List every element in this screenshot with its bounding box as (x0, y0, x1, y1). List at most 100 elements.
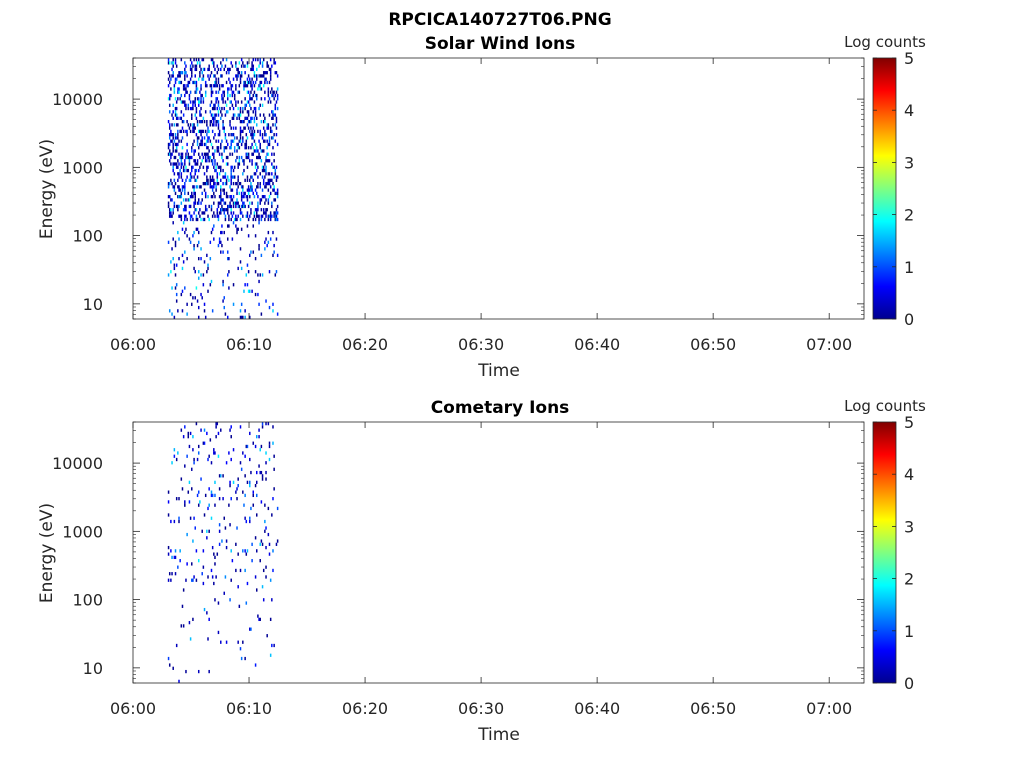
heatmap-cell (253, 211, 256, 215)
heatmap-cell (250, 146, 252, 150)
heatmap-cell (170, 549, 172, 553)
heatmap-cell (235, 87, 237, 91)
heatmap-cell (247, 110, 250, 114)
heatmap-cell (206, 178, 208, 182)
heatmap-cell (267, 64, 270, 68)
heatmap-cell (199, 74, 201, 78)
heatmap-cell (213, 123, 215, 127)
heatmap-cell (180, 159, 183, 163)
heatmap-cell (178, 195, 180, 199)
heatmap-cell (184, 61, 186, 65)
heatmap-cell (244, 568, 246, 573)
heatmap-cell (272, 181, 274, 186)
heatmap-cell (188, 480, 191, 484)
heatmap-cell (253, 139, 256, 143)
heatmap-cell (208, 617, 210, 622)
heatmap-cell (245, 139, 248, 143)
heatmap-cell (252, 250, 255, 254)
heatmap-cell (168, 133, 171, 137)
heatmap-cell (210, 204, 213, 209)
heatmap-cell (231, 116, 234, 120)
heatmap-cell (216, 422, 219, 426)
heatmap-cell (197, 490, 200, 494)
heatmap-cell (204, 152, 207, 156)
y-tick-label: 1000 (62, 522, 103, 541)
heatmap-cell (195, 116, 198, 120)
heatmap-cell (193, 185, 195, 189)
heatmap-cell (214, 562, 216, 566)
heatmap-cell (259, 198, 261, 202)
heatmap-cell (196, 299, 199, 303)
heatmap-cell (204, 93, 207, 98)
heatmap-cell (193, 516, 195, 520)
heatmap-cell (244, 103, 246, 107)
heatmap-cell (217, 103, 220, 107)
heatmap-cell (214, 162, 216, 166)
heatmap-cell (186, 175, 188, 179)
heatmap-cell (274, 103, 277, 107)
heatmap-cell (243, 119, 245, 124)
heatmap-cell (246, 224, 249, 228)
heatmap-cell (203, 309, 206, 313)
heatmap-cell (192, 103, 194, 107)
x-tick-label: 06:10 (226, 335, 272, 354)
heatmap-cell (177, 565, 179, 569)
heatmap-cell (216, 119, 219, 124)
heatmap-cell (254, 483, 257, 488)
heatmap-cell (236, 230, 238, 235)
heatmap-cell (231, 237, 234, 241)
heatmap-cell (215, 90, 217, 94)
heatmap-cell (174, 273, 177, 277)
heatmap-cell (218, 133, 221, 137)
heatmap-cell (174, 149, 177, 153)
heatmap-cell (199, 71, 201, 75)
heatmap-cell (175, 283, 178, 287)
heatmap-cell (255, 211, 258, 215)
heatmap-cell (257, 58, 259, 62)
heatmap-cell (271, 110, 273, 114)
heatmap-cell (217, 243, 220, 248)
heatmap-cell (255, 208, 258, 212)
heatmap-cell (213, 84, 215, 88)
heatmap-cell (217, 181, 220, 186)
heatmap-cell (194, 270, 196, 274)
heatmap-cell (199, 500, 201, 504)
heatmap-cell (174, 58, 177, 62)
x-tick-label: 07:00 (806, 699, 852, 718)
heatmap-cell (222, 279, 224, 284)
heatmap-cell (232, 90, 235, 94)
heatmap-cell (246, 100, 249, 104)
colorbar-label: Log counts (844, 33, 926, 51)
heatmap-cell (231, 64, 234, 68)
heatmap-cell (267, 159, 270, 163)
heatmap-cell (242, 159, 244, 163)
heatmap-cell (177, 309, 179, 313)
heatmap-cell (211, 493, 214, 498)
heatmap-cell (182, 87, 185, 91)
heatmap-cell (230, 204, 232, 209)
heatmap-cell (202, 74, 205, 78)
heatmap-cell (179, 549, 181, 553)
heatmap-cell (211, 106, 214, 111)
heatmap-cell (275, 119, 278, 124)
heatmap-cell (217, 126, 220, 130)
heatmap-cell (201, 93, 203, 98)
heatmap-cell (214, 451, 216, 455)
heatmap-cell (220, 188, 222, 192)
heatmap-cell (189, 64, 192, 68)
heatmap-cell (262, 598, 265, 602)
heatmap-cell (249, 214, 251, 218)
heatmap-cell (255, 214, 258, 218)
heatmap-cell (264, 503, 266, 507)
heatmap-cell (202, 77, 205, 81)
heatmap-cell (188, 500, 191, 504)
heatmap-cell (260, 444, 263, 449)
heatmap-cell (215, 425, 217, 429)
heatmap-cell (252, 133, 255, 137)
heatmap-cell (185, 64, 187, 68)
heatmap-cell (258, 64, 260, 68)
heatmap-cell (260, 74, 263, 78)
heatmap-cell (191, 116, 193, 120)
heatmap-cell (272, 90, 274, 94)
heatmap-cell (232, 168, 235, 173)
